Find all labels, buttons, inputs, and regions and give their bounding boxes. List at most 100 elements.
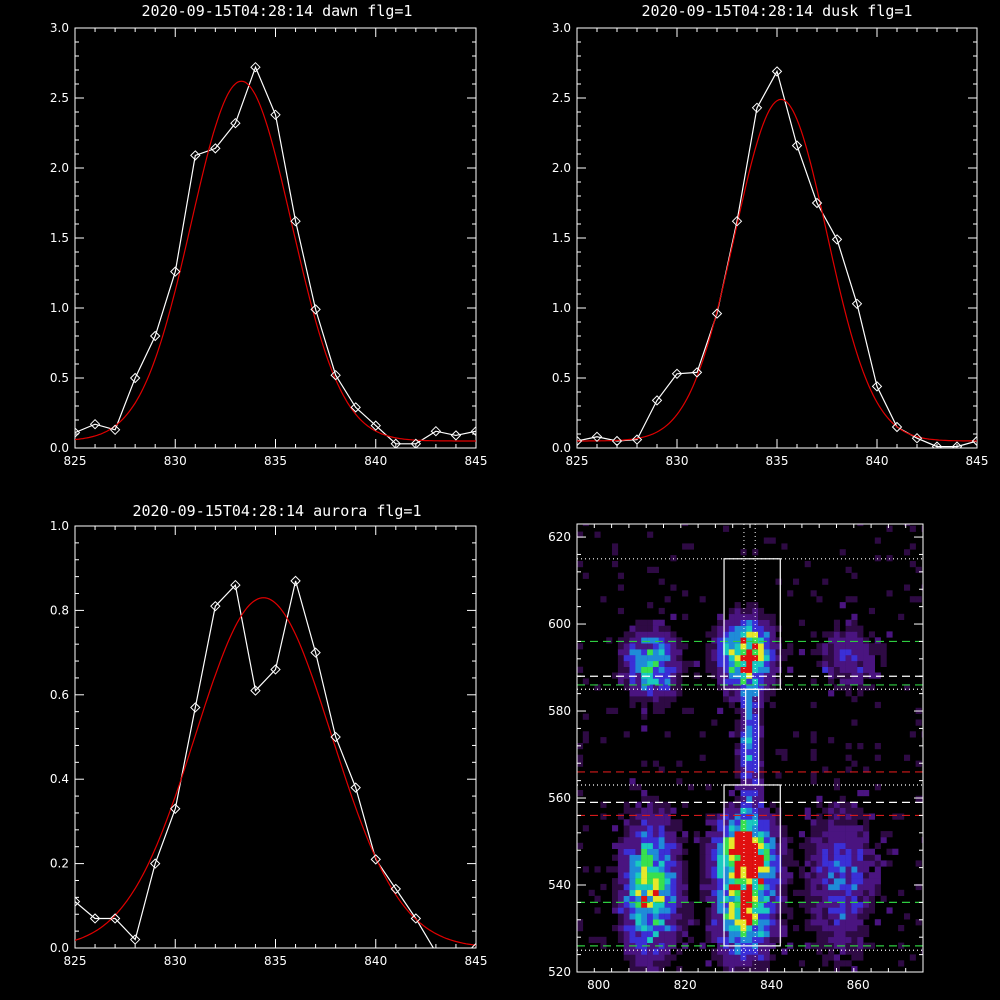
heatmap-cell [670, 684, 677, 691]
heatmap-cell [728, 936, 735, 943]
heatmap-cell [734, 637, 741, 644]
heatmap-cell [851, 954, 858, 961]
heatmap-cell [652, 954, 659, 961]
data-point-dawn [149, 330, 161, 342]
heatmap-cell [851, 842, 858, 849]
heatmap-cell [728, 672, 735, 679]
heatmap-cell [746, 625, 753, 632]
heatmap-cell [629, 819, 636, 826]
heatmap-cell [617, 883, 624, 891]
heatmap-cell [763, 690, 770, 697]
data-point-dusk [891, 421, 903, 433]
heatmap-cell [775, 836, 782, 844]
data-point-aurora [230, 579, 241, 591]
heatmap-cell [635, 643, 642, 650]
heatmap-cell [723, 966, 730, 972]
heatmap-cell [705, 895, 712, 902]
heatmap-cell [664, 831, 671, 838]
heatmap-cell [682, 801, 689, 808]
heatmap-cell [845, 942, 852, 949]
heatmap-cell [734, 872, 741, 879]
heatmap-cell [845, 631, 852, 638]
heatmap-cell [641, 836, 648, 844]
heatmap-cell [711, 919, 718, 926]
heatmap-cell [658, 842, 665, 849]
heatmap-cell [647, 901, 654, 908]
heatmap-cell [629, 925, 636, 932]
heatmap-cell [874, 854, 881, 861]
heatmap-cell [822, 883, 829, 891]
heatmap-cell [752, 784, 759, 791]
heatmap-cell [623, 836, 630, 844]
heatmap-cell [676, 913, 683, 920]
heatmap-cell [670, 584, 677, 591]
heatmap-cell [658, 866, 665, 873]
heatmap-cell [723, 925, 730, 932]
heatmap-cell [839, 813, 846, 820]
data-point-dusk [591, 431, 603, 443]
heatmap-cell [740, 766, 747, 773]
heatmap-cell [658, 836, 665, 844]
heatmap-cell [699, 889, 706, 896]
heatmap-cell [746, 807, 753, 814]
heatmap-cell [740, 831, 747, 838]
heatmap-cell [641, 813, 648, 820]
heatmap-cell [787, 666, 794, 673]
heatmap-cell [629, 778, 636, 785]
heatmap-cell [781, 925, 788, 932]
heatmap-cell [734, 625, 741, 632]
heatmap-cell [909, 596, 916, 603]
heatmap-cell [711, 948, 718, 955]
heatmap-cell [787, 649, 794, 656]
data-point-aurora [310, 647, 321, 658]
heatmap-cell [734, 613, 741, 620]
heatmap-cell [851, 836, 858, 844]
heatmap-cell [594, 936, 601, 943]
heatmap-cell [635, 696, 642, 703]
heatmap-cell [746, 772, 753, 779]
heatmap-cell [652, 631, 659, 638]
heatmap-cell [647, 666, 654, 673]
heatmap-cell [629, 701, 636, 709]
heatmap-cell [915, 795, 922, 802]
heatmap-cell [629, 825, 636, 832]
heatmap-cell [670, 889, 677, 896]
heatmap-cell [769, 678, 776, 685]
heatmap-cell [758, 901, 765, 908]
heatmap-cell [693, 919, 700, 926]
heatmap-cell [635, 684, 642, 691]
heatmap-cell [676, 936, 683, 943]
heatmap-cell [629, 678, 636, 685]
x-tick-label-dusk: 830 [666, 454, 689, 468]
heatmap-cell [723, 948, 730, 955]
heatmap-cell [833, 825, 840, 832]
heatmap-cell [682, 848, 689, 855]
heatmap-cell [740, 883, 747, 891]
heatmap-cell [652, 566, 659, 573]
heatmap-cell [845, 678, 852, 685]
heatmap-cell [734, 748, 741, 756]
heatmap-cell [810, 701, 817, 709]
heatmap-cell [863, 854, 870, 861]
heatmap-cell [623, 654, 630, 662]
heatmap-cell [763, 954, 770, 961]
heatmap-cell [699, 866, 706, 873]
heatmap-cell [717, 872, 724, 879]
data-point-aurora [290, 575, 301, 587]
region-box [745, 688, 760, 786]
heatmap-cell [734, 936, 741, 943]
heatmap-cell [664, 960, 671, 967]
heatmap-cell [752, 743, 759, 750]
heatmap-cell [857, 895, 864, 902]
heatmap-cell [810, 831, 817, 838]
heatmap-cell [886, 525, 893, 532]
data-point-aurora [270, 664, 281, 675]
heatmap-cell [711, 901, 718, 908]
heatmap-cell [635, 954, 642, 961]
heatmap-cell [863, 913, 870, 920]
heatmap-cell [828, 936, 835, 943]
heatmap-cell [641, 930, 648, 938]
heatmap-cell [723, 819, 730, 826]
heatmap-cell [670, 807, 677, 814]
heatmap-cell [851, 649, 858, 656]
